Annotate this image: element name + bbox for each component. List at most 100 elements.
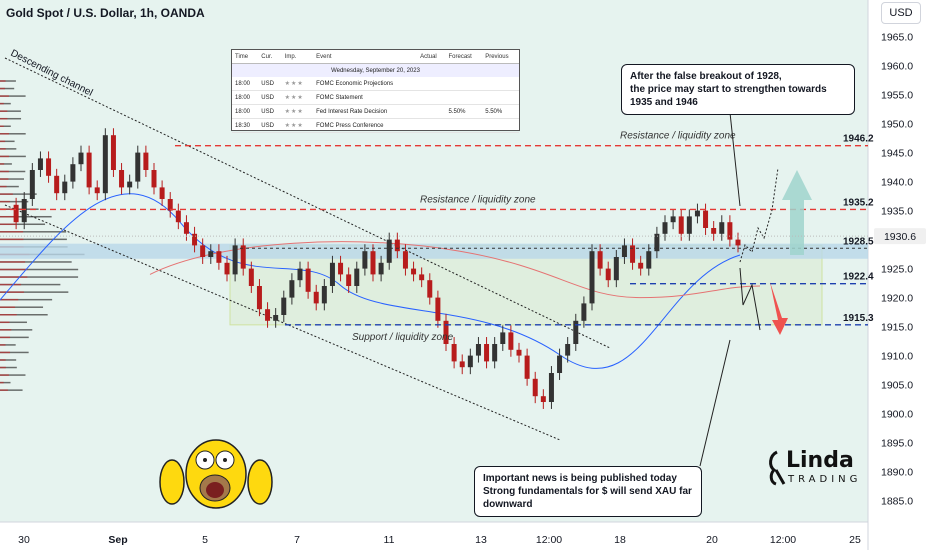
top-annotation: After the false breakout of 1928, the pr… [621,64,855,115]
news-previous: 5.50% [482,104,519,119]
volume-bar [0,359,17,361]
news-actual [417,77,446,91]
moving-averages [0,193,761,369]
candle-body [654,233,660,252]
news-cur: USD [258,104,282,119]
candle-body [192,233,198,246]
volume-bar [0,381,11,384]
candle-body [427,280,433,298]
channel-lower-line [4,204,561,441]
candle-body [532,378,538,397]
candle-body [662,222,668,234]
news-actual [417,118,446,133]
candle-body [475,344,481,356]
volume-bar [0,208,14,210]
news-header: Actual [417,50,446,64]
bullish-projection-arrow [782,170,812,255]
brand-mark-icon [769,450,786,486]
currency-button[interactable]: USD [881,2,921,24]
volume-bar [0,351,11,354]
x-tick-label: Sep [108,534,127,546]
news-header: Imp. [281,50,314,64]
volume-bar [0,133,9,135]
y-tick-label: 1885.0 [881,496,913,508]
x-tick-label: 13 [475,534,487,546]
volume-bar [0,231,24,233]
volume-bar [0,95,9,97]
news-cur: USD [258,77,282,91]
x-tick-label: 12:00 [770,534,796,546]
candle-body [183,222,189,234]
news-actual [417,90,446,105]
y-tick-label: 1965.0 [881,32,913,44]
volume-bar [0,298,53,301]
volume-bar [0,329,12,331]
volume-bar [0,178,9,180]
price-axis-background [868,0,932,550]
importance-stars-icon: ★★★ [281,118,314,133]
candle-body [216,251,222,263]
volume-bar [0,374,9,376]
news-time: 18:00 [232,104,259,119]
top-annotation-line1: After the false breakout of 1928, [630,71,782,82]
bottom-annotation: Important news is being published today … [474,466,702,517]
candle-body [557,355,563,373]
bearish-path [739,267,761,331]
news-header: Forecast [445,50,483,64]
volume-bar [0,170,26,173]
candle-body [175,210,181,223]
candle-body [638,262,644,269]
volume-bar [0,155,26,158]
candle-body [281,297,287,315]
news-cur: USD [258,118,282,133]
brand-logo: Linda TRADING [766,448,858,492]
candle-body [386,239,392,263]
news-previous [482,77,519,91]
volume-bar [0,140,6,143]
candle-body [451,344,457,362]
importance-stars-icon: ★★★ [281,90,314,105]
volume-bar [0,117,8,120]
news-forecast [445,90,483,105]
candle-body [573,320,579,344]
bottom-annotation-line1: Important news is being published today [483,473,677,484]
volume-bar [0,261,26,263]
volume-bar [0,223,46,226]
candle-body [232,245,238,275]
volume-bar [0,374,26,376]
y-tick-label: 1940.0 [881,177,913,189]
volume-bar [0,344,6,346]
y-tick-label: 1945.0 [881,148,913,160]
price-level-label: 1922.4 [843,272,874,283]
volume-bar [0,125,4,127]
volume-bar [0,344,16,346]
volume-bar [0,359,6,361]
candle-body [102,135,108,194]
volume-bar [0,268,79,271]
volume-bar [0,261,72,263]
candle-body [686,216,692,234]
volume-bar [0,200,29,203]
volume-bar [0,321,10,324]
y-tick-label: 1895.0 [881,438,913,450]
candle-body [362,251,368,269]
candle-body [378,262,384,275]
bearish-projection-arrow [770,282,788,335]
candle-body [29,170,35,199]
volume-bar [0,87,5,90]
y-tick-label: 1950.0 [881,119,913,131]
news-cur: USD [258,90,282,105]
volume-bar [0,185,19,188]
time-axis-background [0,522,868,550]
candle-body [119,170,125,188]
x-tick-label: 30 [18,534,30,546]
news-time: 18:00 [232,90,259,105]
volume-bar [0,148,6,150]
candle-body [151,170,157,188]
volume-bar [0,366,17,369]
news-previous [482,118,519,133]
candle-body [289,280,295,298]
bottom-annotation-line2: Strong fundamentals for $ will send XAU … [483,486,692,510]
volume-bar [0,170,9,173]
candle-body [492,344,498,362]
